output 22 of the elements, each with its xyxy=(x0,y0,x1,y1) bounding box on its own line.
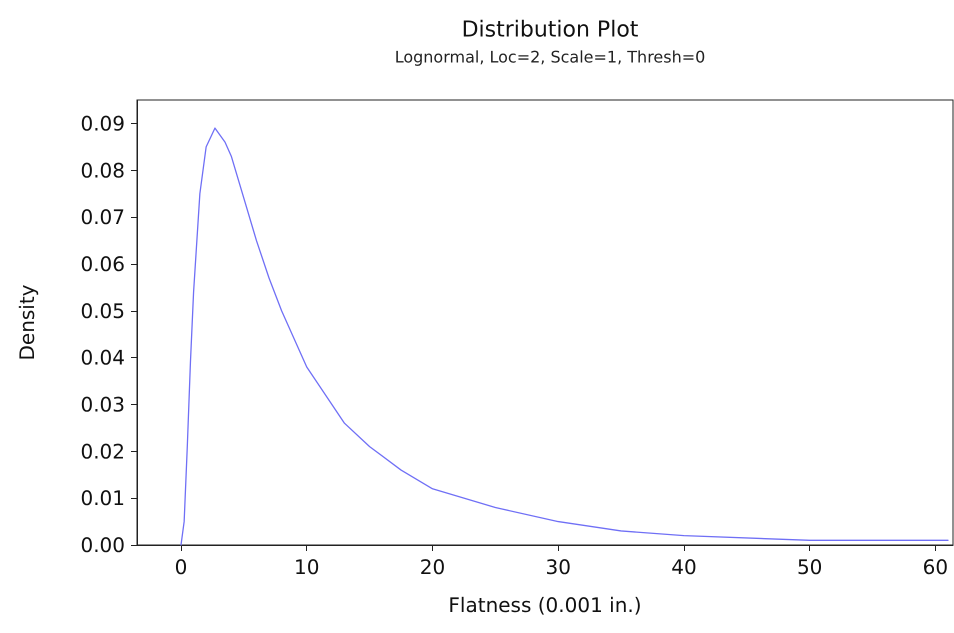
y-tick-label: 0.06 xyxy=(80,252,125,276)
x-tick-label: 30 xyxy=(545,555,571,579)
y-tick-label: 0.08 xyxy=(80,158,125,182)
y-tick-label: 0.07 xyxy=(80,205,125,230)
line-series xyxy=(180,127,949,546)
y-tick-label: 0.02 xyxy=(80,439,125,464)
y-tick-label: 0.05 xyxy=(80,298,125,323)
y-tick-label: 0.04 xyxy=(80,346,125,370)
x-tick-label: 20 xyxy=(420,555,446,579)
y-tick-label: 0.00 xyxy=(80,533,125,557)
chart-subtitle: Lognormal, Loc=2, Scale=1, Thresh=0 xyxy=(394,48,706,66)
x-axis-title: Flatness (0.001 in.) xyxy=(448,593,642,617)
chart-title: Distribution Plot xyxy=(462,18,639,42)
x-tick-label: 40 xyxy=(671,555,697,579)
y-tick-label: 0.01 xyxy=(80,486,125,510)
y-tick-label: 0.03 xyxy=(80,392,125,416)
x-tick-label: 60 xyxy=(922,555,948,579)
x-tick-label: 0 xyxy=(174,555,188,579)
y-tick-label: 0.09 xyxy=(80,111,125,136)
x-tick-label: 10 xyxy=(294,555,320,579)
y-axis-title: Density xyxy=(15,284,39,361)
x-tick-label: 50 xyxy=(796,555,822,579)
